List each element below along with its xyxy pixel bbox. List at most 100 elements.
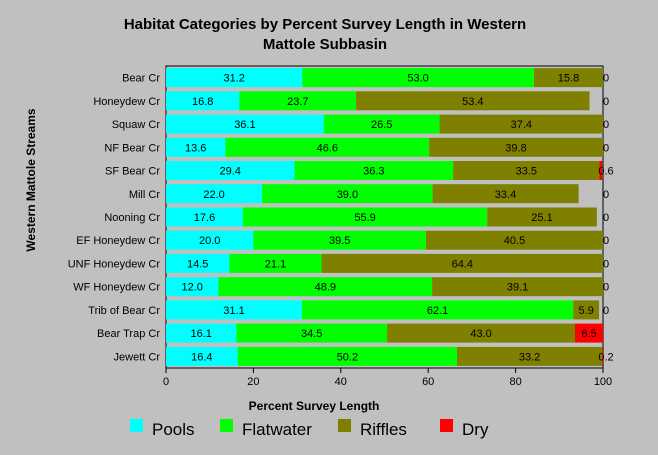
bar-segment-pools — [166, 253, 230, 273]
bar-data-label: 0 — [603, 212, 609, 224]
bar-segment-flatwater — [218, 277, 433, 297]
bar-data-label: 0 — [603, 73, 609, 85]
bar-segment-riffles — [487, 207, 597, 227]
bar-segment-flatwater — [239, 91, 357, 111]
legend-swatch-riffles — [338, 419, 351, 432]
bar-data-label: 53.0 — [407, 73, 428, 85]
bar-segment-pools — [166, 230, 254, 250]
bar-data-label: 0 — [603, 142, 609, 154]
bar-segment-flatwater — [237, 346, 458, 366]
category-label: EF Honeydew Cr — [76, 235, 160, 247]
bar-segment-pools — [166, 114, 324, 134]
x-tick-label: 60 — [422, 376, 434, 388]
legend-label: Pools — [152, 420, 195, 439]
bar-segment-riffles — [429, 137, 603, 157]
bar-data-label: 6.5 — [581, 328, 596, 340]
bar-data-label: 0 — [603, 189, 609, 201]
legend-swatch-flatwater — [220, 419, 233, 432]
legend-swatch-pools — [130, 419, 143, 432]
bar-segment-pools — [166, 346, 238, 366]
category-label-group: Bear Cr Honeydew Cr Squaw Cr NF Bear Cr SF B… — [68, 73, 161, 364]
bar-data-label: 25.1 — [531, 212, 552, 224]
bar-segment-flatwater — [229, 253, 322, 273]
bar-data-label: 48.9 — [315, 282, 336, 294]
bar-data-label: 39.5 — [329, 235, 350, 247]
bar-segment-pools — [166, 91, 240, 111]
bar-segment-riffles — [573, 300, 600, 320]
bar-data-label: 0 — [603, 259, 609, 271]
bar-data-label: 0 — [603, 96, 609, 108]
bar-data-label: 43.0 — [470, 328, 491, 340]
category-label: SF Bear Cr — [105, 166, 160, 178]
bar-segment-pools — [166, 68, 303, 88]
bar-data-label: 33.4 — [495, 189, 516, 201]
bar-segment-riffles — [432, 277, 603, 297]
bar-data-label: 64.4 — [452, 259, 473, 271]
chart-title-line-2: Mattole Subbasin — [263, 36, 387, 53]
bar-data-label: 23.7 — [287, 96, 308, 108]
bar-data-label: 20.0 — [199, 235, 220, 247]
bar-data-label: 46.6 — [317, 142, 338, 154]
bar-data-label: 0.6 — [598, 166, 613, 178]
bar-segment-flatwater — [301, 300, 574, 320]
x-tick-label: 100 — [594, 376, 612, 388]
bar-data-label: 31.2 — [223, 73, 244, 85]
legend-label: Flatwater — [242, 420, 312, 439]
legend: Pools Flatwater Riffles Dry — [130, 419, 489, 439]
bar-segment-pools — [166, 277, 219, 297]
category-label: Trib of Bear Cr — [88, 305, 160, 317]
x-tick-label: 80 — [509, 376, 521, 388]
bar-data-label: 53.4 — [462, 96, 483, 108]
bar-segment-riffles — [439, 114, 603, 134]
bar-group — [166, 68, 603, 366]
bar-data-label: 29.4 — [219, 166, 240, 178]
bar-segment-riffles — [457, 346, 603, 366]
category-label: Mill Cr — [129, 189, 160, 201]
bar-data-label: 14.5 — [187, 259, 208, 271]
x-tick-label: 0 — [163, 376, 169, 388]
bar-data-label: 16.4 — [191, 351, 212, 363]
bar-data-label: 39.8 — [505, 142, 526, 154]
bar-data-label: 0.2 — [598, 351, 613, 363]
bar-segment-flatwater — [242, 207, 488, 227]
bar-segment-flatwater — [253, 230, 426, 250]
chart-title: Habitat Categories by Percent Survey Len… — [124, 16, 526, 53]
chart-title-line-1: Habitat Categories by Percent Survey Len… — [124, 16, 526, 33]
bar-data-label: 0 — [603, 282, 609, 294]
bar-data-label: 21.1 — [265, 259, 286, 271]
bar-data-label: 40.5 — [504, 235, 525, 247]
category-label: Bear Cr — [122, 73, 160, 85]
bar-segment-pools — [166, 184, 263, 204]
bar-data-label: 17.6 — [194, 212, 215, 224]
bar-data-label: 5.9 — [579, 305, 594, 317]
x-axis-title: Percent Survey Length — [249, 399, 380, 413]
bar-segment-pools — [166, 300, 302, 320]
bar-data-label: 33.2 — [519, 351, 540, 363]
bar-segment-pools — [166, 161, 295, 180]
bar-segment-pools — [166, 323, 237, 343]
bar-data-label: 15.8 — [558, 73, 579, 85]
x-tick-group: 0 20 40 60 80 100 — [163, 368, 612, 388]
bar-data-label: 55.9 — [354, 212, 375, 224]
bar-data-label: 0 — [603, 305, 609, 317]
bar-data-label: 12.0 — [181, 282, 202, 294]
bar-data-label: 26.5 — [371, 119, 392, 131]
legend-label: Riffles — [360, 420, 407, 439]
bar-data-label: 22.0 — [203, 189, 224, 201]
bar-segment-riffles — [387, 323, 575, 343]
bar-segment-riffles — [356, 91, 590, 111]
bar-data-label: 36.3 — [363, 166, 384, 178]
bar-label-group: 31.2 53.0 15.8 0 16.8 23.7 53.4 0 36.1 26.5 37.4 0 1… — [181, 73, 613, 364]
bar-segment-pools — [166, 137, 226, 157]
bar-data-label: 0 — [603, 119, 609, 131]
category-label: NF Bear Cr — [104, 142, 160, 154]
bar-data-label: 39.0 — [337, 189, 358, 201]
bar-data-label: 16.1 — [190, 328, 211, 340]
bar-segment-dry — [575, 323, 603, 343]
category-label: Squaw Cr — [112, 119, 161, 131]
bar-segment-dry — [599, 161, 603, 180]
bar-segment-flatwater — [236, 323, 388, 343]
legend-label: Dry — [462, 420, 489, 439]
bar-segment-riffles — [426, 230, 603, 250]
